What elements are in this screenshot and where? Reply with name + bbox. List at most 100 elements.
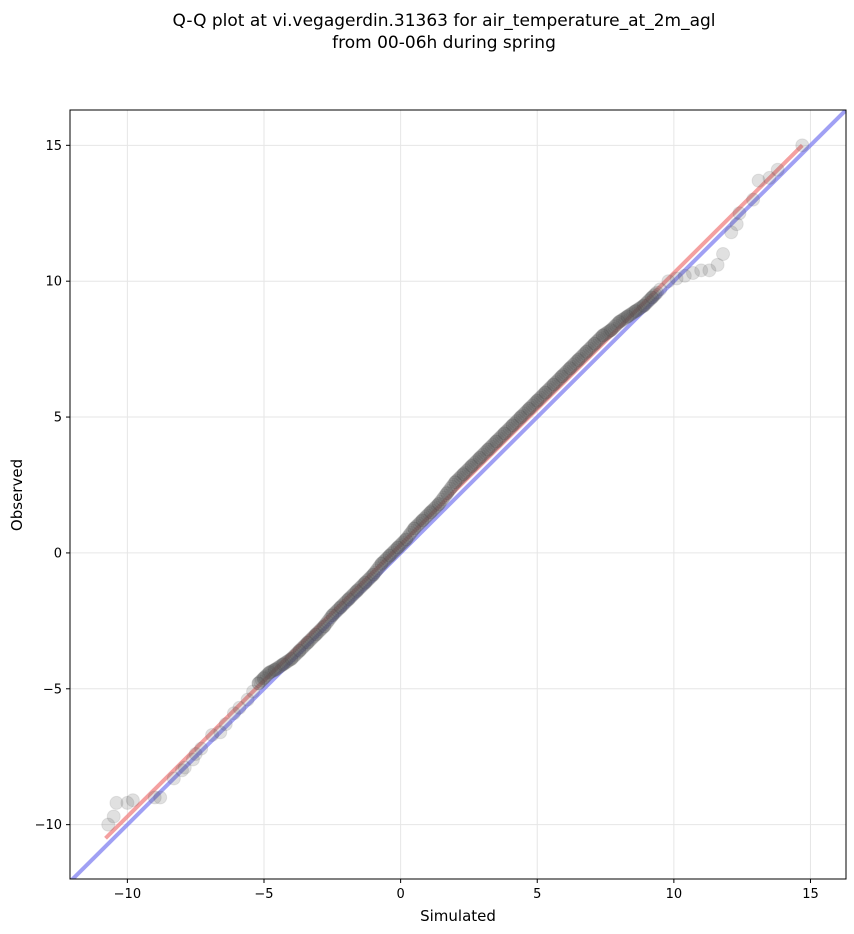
dense-point bbox=[363, 570, 378, 585]
identity-line bbox=[70, 110, 846, 879]
dense-point bbox=[367, 565, 382, 580]
dense-point bbox=[607, 319, 622, 334]
dense-point bbox=[390, 540, 405, 555]
dense-point bbox=[276, 657, 291, 672]
dense-point bbox=[635, 299, 650, 314]
dense-point bbox=[566, 357, 581, 372]
dense-point bbox=[294, 642, 309, 657]
dense-point bbox=[374, 556, 389, 571]
dense-point bbox=[595, 328, 610, 343]
dense-point bbox=[353, 580, 368, 595]
data-point bbox=[358, 575, 373, 590]
dense-point bbox=[626, 305, 641, 320]
data-point bbox=[194, 741, 209, 756]
dense-point bbox=[613, 313, 628, 328]
data-point bbox=[751, 173, 766, 188]
data-point bbox=[166, 771, 181, 786]
data-point bbox=[308, 627, 323, 642]
dense-point bbox=[553, 370, 568, 385]
data-point bbox=[724, 225, 739, 240]
data-point bbox=[795, 138, 810, 153]
data-point bbox=[587, 336, 602, 351]
dense-point bbox=[251, 676, 266, 691]
x-tick-label: 10 bbox=[666, 887, 683, 902]
dense-point bbox=[315, 620, 330, 635]
dense-point bbox=[417, 511, 432, 526]
data-point bbox=[653, 282, 668, 297]
dense-point bbox=[344, 588, 359, 603]
dense-point bbox=[379, 551, 394, 566]
dense-point bbox=[284, 651, 299, 666]
dense-point bbox=[630, 302, 645, 317]
data-point bbox=[677, 268, 692, 283]
dense-point bbox=[451, 472, 466, 487]
dense-point bbox=[572, 351, 587, 366]
dense-point bbox=[330, 603, 345, 618]
dense-point bbox=[590, 333, 605, 348]
dense-point bbox=[354, 579, 369, 594]
x-axis-label: Simulated bbox=[420, 907, 496, 925]
dense-point bbox=[312, 624, 327, 639]
data-points bbox=[101, 138, 810, 832]
dense-point bbox=[289, 647, 304, 662]
data-point bbox=[554, 369, 569, 384]
data-point bbox=[448, 475, 463, 490]
dense-point bbox=[322, 612, 337, 627]
data-point bbox=[188, 747, 203, 762]
data-point bbox=[390, 540, 405, 555]
dense-point bbox=[400, 530, 415, 545]
dense-point bbox=[476, 447, 491, 462]
data-point bbox=[423, 505, 438, 520]
dense-point bbox=[443, 481, 458, 496]
dense-point bbox=[587, 336, 602, 351]
y-tick-label: 10 bbox=[45, 275, 62, 290]
dense-point bbox=[523, 400, 538, 415]
dense-point bbox=[346, 587, 361, 602]
dense-point bbox=[484, 439, 499, 454]
x-tick-label: 0 bbox=[396, 887, 404, 902]
dense-point bbox=[548, 375, 563, 390]
dense-point bbox=[649, 285, 664, 300]
data-point bbox=[120, 795, 135, 810]
data-point bbox=[341, 592, 356, 607]
data-point bbox=[762, 170, 777, 185]
dense-point bbox=[623, 307, 638, 322]
dense-point bbox=[423, 505, 438, 520]
dense-point bbox=[474, 449, 489, 464]
data-point bbox=[382, 548, 397, 563]
data-point bbox=[645, 290, 659, 305]
dense-point bbox=[581, 343, 596, 358]
dense-point bbox=[454, 468, 469, 483]
data-point bbox=[661, 274, 676, 289]
dense-point bbox=[554, 369, 569, 384]
dense-point bbox=[431, 497, 446, 512]
y-tick-label: 15 bbox=[45, 139, 62, 154]
fit-line bbox=[104, 143, 804, 840]
data-point bbox=[374, 556, 389, 571]
data-point bbox=[125, 793, 140, 808]
data-point bbox=[694, 263, 709, 278]
dense-point bbox=[272, 659, 287, 674]
dense-point bbox=[482, 441, 497, 456]
dense-point bbox=[520, 403, 535, 418]
dense-point bbox=[490, 432, 505, 447]
dense-point bbox=[405, 523, 420, 538]
data-point bbox=[292, 643, 307, 658]
chart-title: Q-Q plot at vi.vegagerdin.31363 for air_… bbox=[172, 11, 715, 31]
dense-point bbox=[433, 494, 448, 509]
data-point bbox=[530, 393, 545, 408]
dense-point bbox=[254, 673, 269, 688]
dense-point bbox=[589, 335, 604, 350]
dense-point bbox=[531, 392, 546, 407]
dense-point bbox=[256, 671, 271, 686]
dense-point bbox=[536, 387, 551, 402]
dense-point bbox=[638, 297, 653, 312]
data-point bbox=[317, 619, 332, 634]
dense-point bbox=[351, 582, 366, 597]
dense-point bbox=[515, 408, 530, 423]
data-point bbox=[464, 458, 479, 473]
dense-point bbox=[564, 359, 579, 374]
data-point bbox=[604, 323, 619, 338]
data-point bbox=[472, 450, 487, 465]
dense-point bbox=[612, 314, 627, 329]
